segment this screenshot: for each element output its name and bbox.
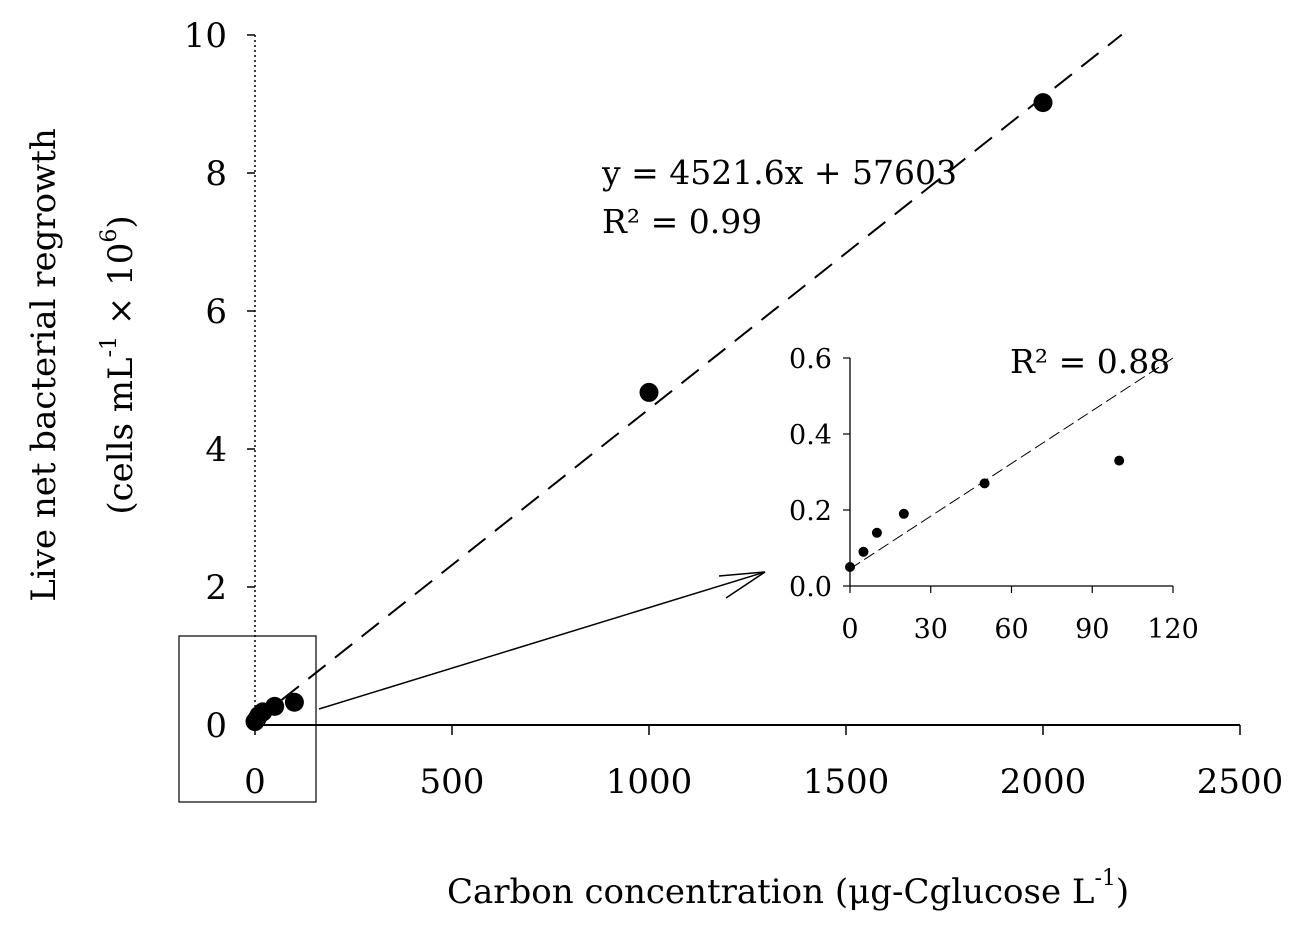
main-y-tick-label: 2 [205, 568, 227, 608]
main-y-tick-label: 0 [205, 706, 227, 746]
main-y-tick-label: 10 [184, 16, 227, 56]
main-data-point [284, 692, 304, 712]
svg-text:Live net bacterial regrowth: Live net bacterial regrowth [24, 128, 64, 602]
y-axis-title: Live net bacterial regrowth (cells mL-1 … [24, 128, 141, 602]
zoom-region-box [178, 635, 317, 803]
svg-text:(cells mL-1 × 106): (cells mL-1 × 106) [97, 215, 141, 514]
main-x-tick-label: 0 [244, 762, 266, 802]
inset-y-tick-label: 0.2 [789, 496, 832, 527]
inset-trendline [849, 357, 1174, 570]
inset-y-ticks: 0.0 0.2 0.4 0.6 [789, 344, 850, 603]
inset-x-tick-label: 60 [994, 614, 1028, 645]
inset-x-tick-label: 90 [1075, 614, 1109, 645]
inset-data-points [845, 455, 1125, 572]
main-trendline [254, 33, 1123, 722]
inset-x-tick-label: 30 [914, 614, 948, 645]
inset-data-point [871, 527, 882, 538]
x-axis-title: Carbon concentration (μg-Cglucose L-1) [447, 866, 1129, 912]
main-x-tick-label: 1000 [606, 762, 693, 802]
main-r-squared: R² = 0.99 [602, 202, 762, 241]
main-x-tick-label: 500 [420, 762, 485, 802]
trendline-equation: y = 4521.6x + 57603 [601, 153, 957, 192]
main-data-point [265, 696, 285, 716]
main-y-ticks: 0 2 4 6 8 10 [184, 16, 255, 746]
main-y-tick-label: 4 [205, 430, 227, 470]
main-y-tick-label: 6 [205, 292, 227, 332]
inset-data-point [845, 562, 855, 572]
main-data-point [1033, 93, 1053, 113]
inset-y-tick-label: 0.4 [789, 420, 832, 451]
main-data-points [245, 93, 1053, 732]
inset-x-ticks: 0 30 60 90 120 [841, 586, 1199, 645]
inset-x-tick-label: 0 [841, 614, 858, 645]
zoom-arrow [318, 571, 766, 710]
inset-r-squared: R² = 0.88 [1010, 342, 1170, 381]
inset-y-tick-label: 0.0 [789, 572, 832, 603]
inset-data-point [1114, 455, 1125, 466]
main-x-tick-label: 1500 [803, 762, 890, 802]
inset-chart: 0 30 60 90 120 0.0 0.2 0.4 0.6 R² = 0.88 [789, 342, 1199, 645]
main-data-point [639, 382, 659, 402]
main-axes: 0 500 1000 1500 2000 2500 0 2 4 6 8 10 [184, 16, 1284, 802]
main-x-tick-label: 2500 [1197, 762, 1284, 802]
main-x-tick-label: 2000 [1000, 762, 1087, 802]
inset-x-tick-label: 120 [1147, 614, 1199, 645]
inset-data-point [898, 508, 909, 519]
inset-data-point [979, 478, 990, 489]
main-y-tick-label: 8 [205, 154, 227, 194]
inset-y-tick-label: 0.6 [789, 344, 832, 375]
main-x-ticks: 0 500 1000 1500 2000 2500 [244, 725, 1283, 802]
inset-data-point [858, 546, 869, 557]
